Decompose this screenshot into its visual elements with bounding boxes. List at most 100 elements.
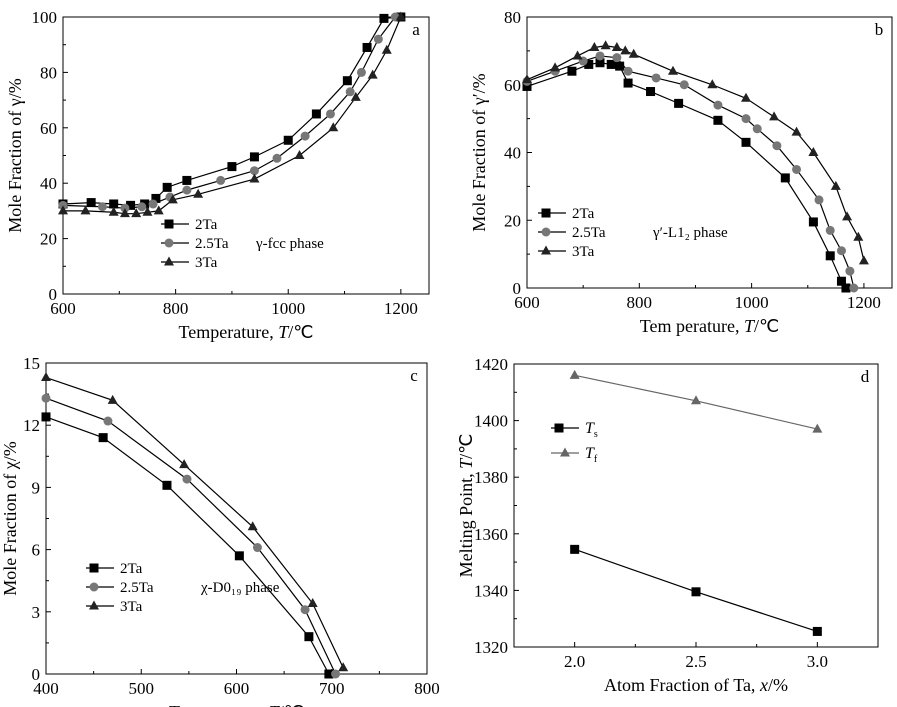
x-tick-label: 400 (33, 679, 59, 698)
data-point (331, 669, 341, 679)
data-point (679, 80, 689, 90)
data-point (41, 372, 51, 382)
data-point (772, 141, 782, 151)
y-tick-label: 9 (32, 478, 41, 497)
data-point (814, 195, 824, 205)
y-tick-label: 3 (32, 603, 41, 622)
panel-letter: b (875, 20, 884, 39)
y-tick-label: 20 (40, 230, 57, 249)
x-axis-label: Tem perature, T/℃ (640, 316, 779, 336)
panel-letter: a (412, 20, 420, 39)
data-point (707, 79, 718, 89)
series-2_5Ta (58, 12, 400, 213)
data-point (342, 76, 352, 86)
data-point (234, 551, 244, 561)
x-tick-label: 3.0 (807, 652, 828, 671)
y-tick-label: 0 (32, 665, 41, 684)
x-tick-label: 1200 (384, 299, 418, 318)
plot-frame (45, 362, 428, 675)
series-Ts (570, 544, 822, 636)
y-tick-label: 40 (40, 174, 57, 193)
data-point (153, 205, 164, 215)
data-point (825, 251, 835, 261)
data-point (373, 34, 383, 44)
legend-marker (89, 600, 99, 610)
data-point (841, 283, 851, 293)
panel-letter: d (861, 367, 870, 386)
data-point (845, 266, 855, 276)
data-point (58, 205, 68, 215)
x-tick-label: 800 (163, 299, 189, 318)
legend-label: 2Ta (120, 561, 143, 577)
data-point (651, 73, 661, 83)
y-tick-label: 1360 (474, 525, 508, 544)
y-tick-label: 1320 (474, 638, 508, 657)
data-point (182, 474, 192, 484)
data-point (151, 193, 161, 203)
chart-panel-b: 600 800 1000 1200 0 20 40 60 80 b Tem perature, T/… (469, 8, 893, 336)
data-point (162, 480, 172, 490)
data-point (691, 587, 701, 597)
plot-frame (513, 363, 879, 648)
data-point (808, 217, 818, 227)
legend: 2Ta 2.5Ta 3Ta γ′-L1₂ phase (538, 206, 728, 260)
data-point (836, 246, 846, 256)
data-point (623, 66, 633, 76)
legend-phase-note: χ-D0₁₉ phase (200, 580, 280, 596)
data-point (167, 194, 178, 204)
data-point (328, 122, 339, 132)
data-point (249, 166, 259, 176)
data-point (356, 67, 366, 77)
y-tick-label: 1340 (474, 581, 508, 600)
legend-label: 3Ta (120, 599, 143, 615)
data-point (808, 147, 819, 156)
y-tick-label: 80 (504, 8, 521, 27)
x-tick-label: 500 (129, 679, 155, 698)
data-point (713, 100, 723, 110)
y-tick-label: 40 (504, 144, 521, 163)
data-point (741, 92, 751, 102)
data-point (522, 81, 532, 91)
series-line (526, 62, 847, 289)
data-point (674, 98, 684, 108)
data-point (615, 61, 625, 71)
data-point (311, 109, 321, 119)
legend-label: Tf (585, 445, 598, 465)
data-point (853, 231, 864, 241)
data-point (142, 206, 153, 216)
x-tick-label: 1000 (735, 293, 769, 312)
data-point (825, 225, 835, 235)
data-point (304, 632, 314, 642)
data-point (769, 111, 780, 121)
legend-label: 3Ta (572, 244, 595, 260)
legend-marker (164, 238, 174, 248)
x-tick-label: 700 (319, 679, 345, 698)
data-point (569, 369, 580, 379)
data-point (41, 412, 51, 422)
x-tick-label: 2.5 (685, 652, 706, 671)
legend-marker (541, 245, 551, 255)
data-point (858, 255, 869, 265)
data-point (620, 45, 631, 55)
series-line (45, 416, 330, 675)
y-tick-label: 6 (32, 541, 41, 560)
data-point (792, 164, 802, 174)
data-point (623, 78, 633, 88)
data-point (120, 203, 130, 213)
data-point (97, 202, 107, 212)
legend-marker (554, 423, 564, 433)
data-point (780, 173, 790, 183)
data-point (595, 51, 605, 61)
data-point (119, 208, 130, 218)
data-point (812, 423, 823, 433)
series-2Ta (522, 58, 851, 293)
y-tick-label: 1400 (474, 412, 508, 431)
data-point (108, 206, 119, 216)
series-3Ta (522, 40, 869, 265)
data-point (41, 393, 51, 403)
y-axis-label: Mole Fraction of γ/% (5, 78, 25, 232)
data-point (791, 126, 802, 136)
data-point (830, 180, 841, 190)
data-point (182, 185, 192, 195)
x-tick-label: 2.0 (564, 652, 585, 671)
